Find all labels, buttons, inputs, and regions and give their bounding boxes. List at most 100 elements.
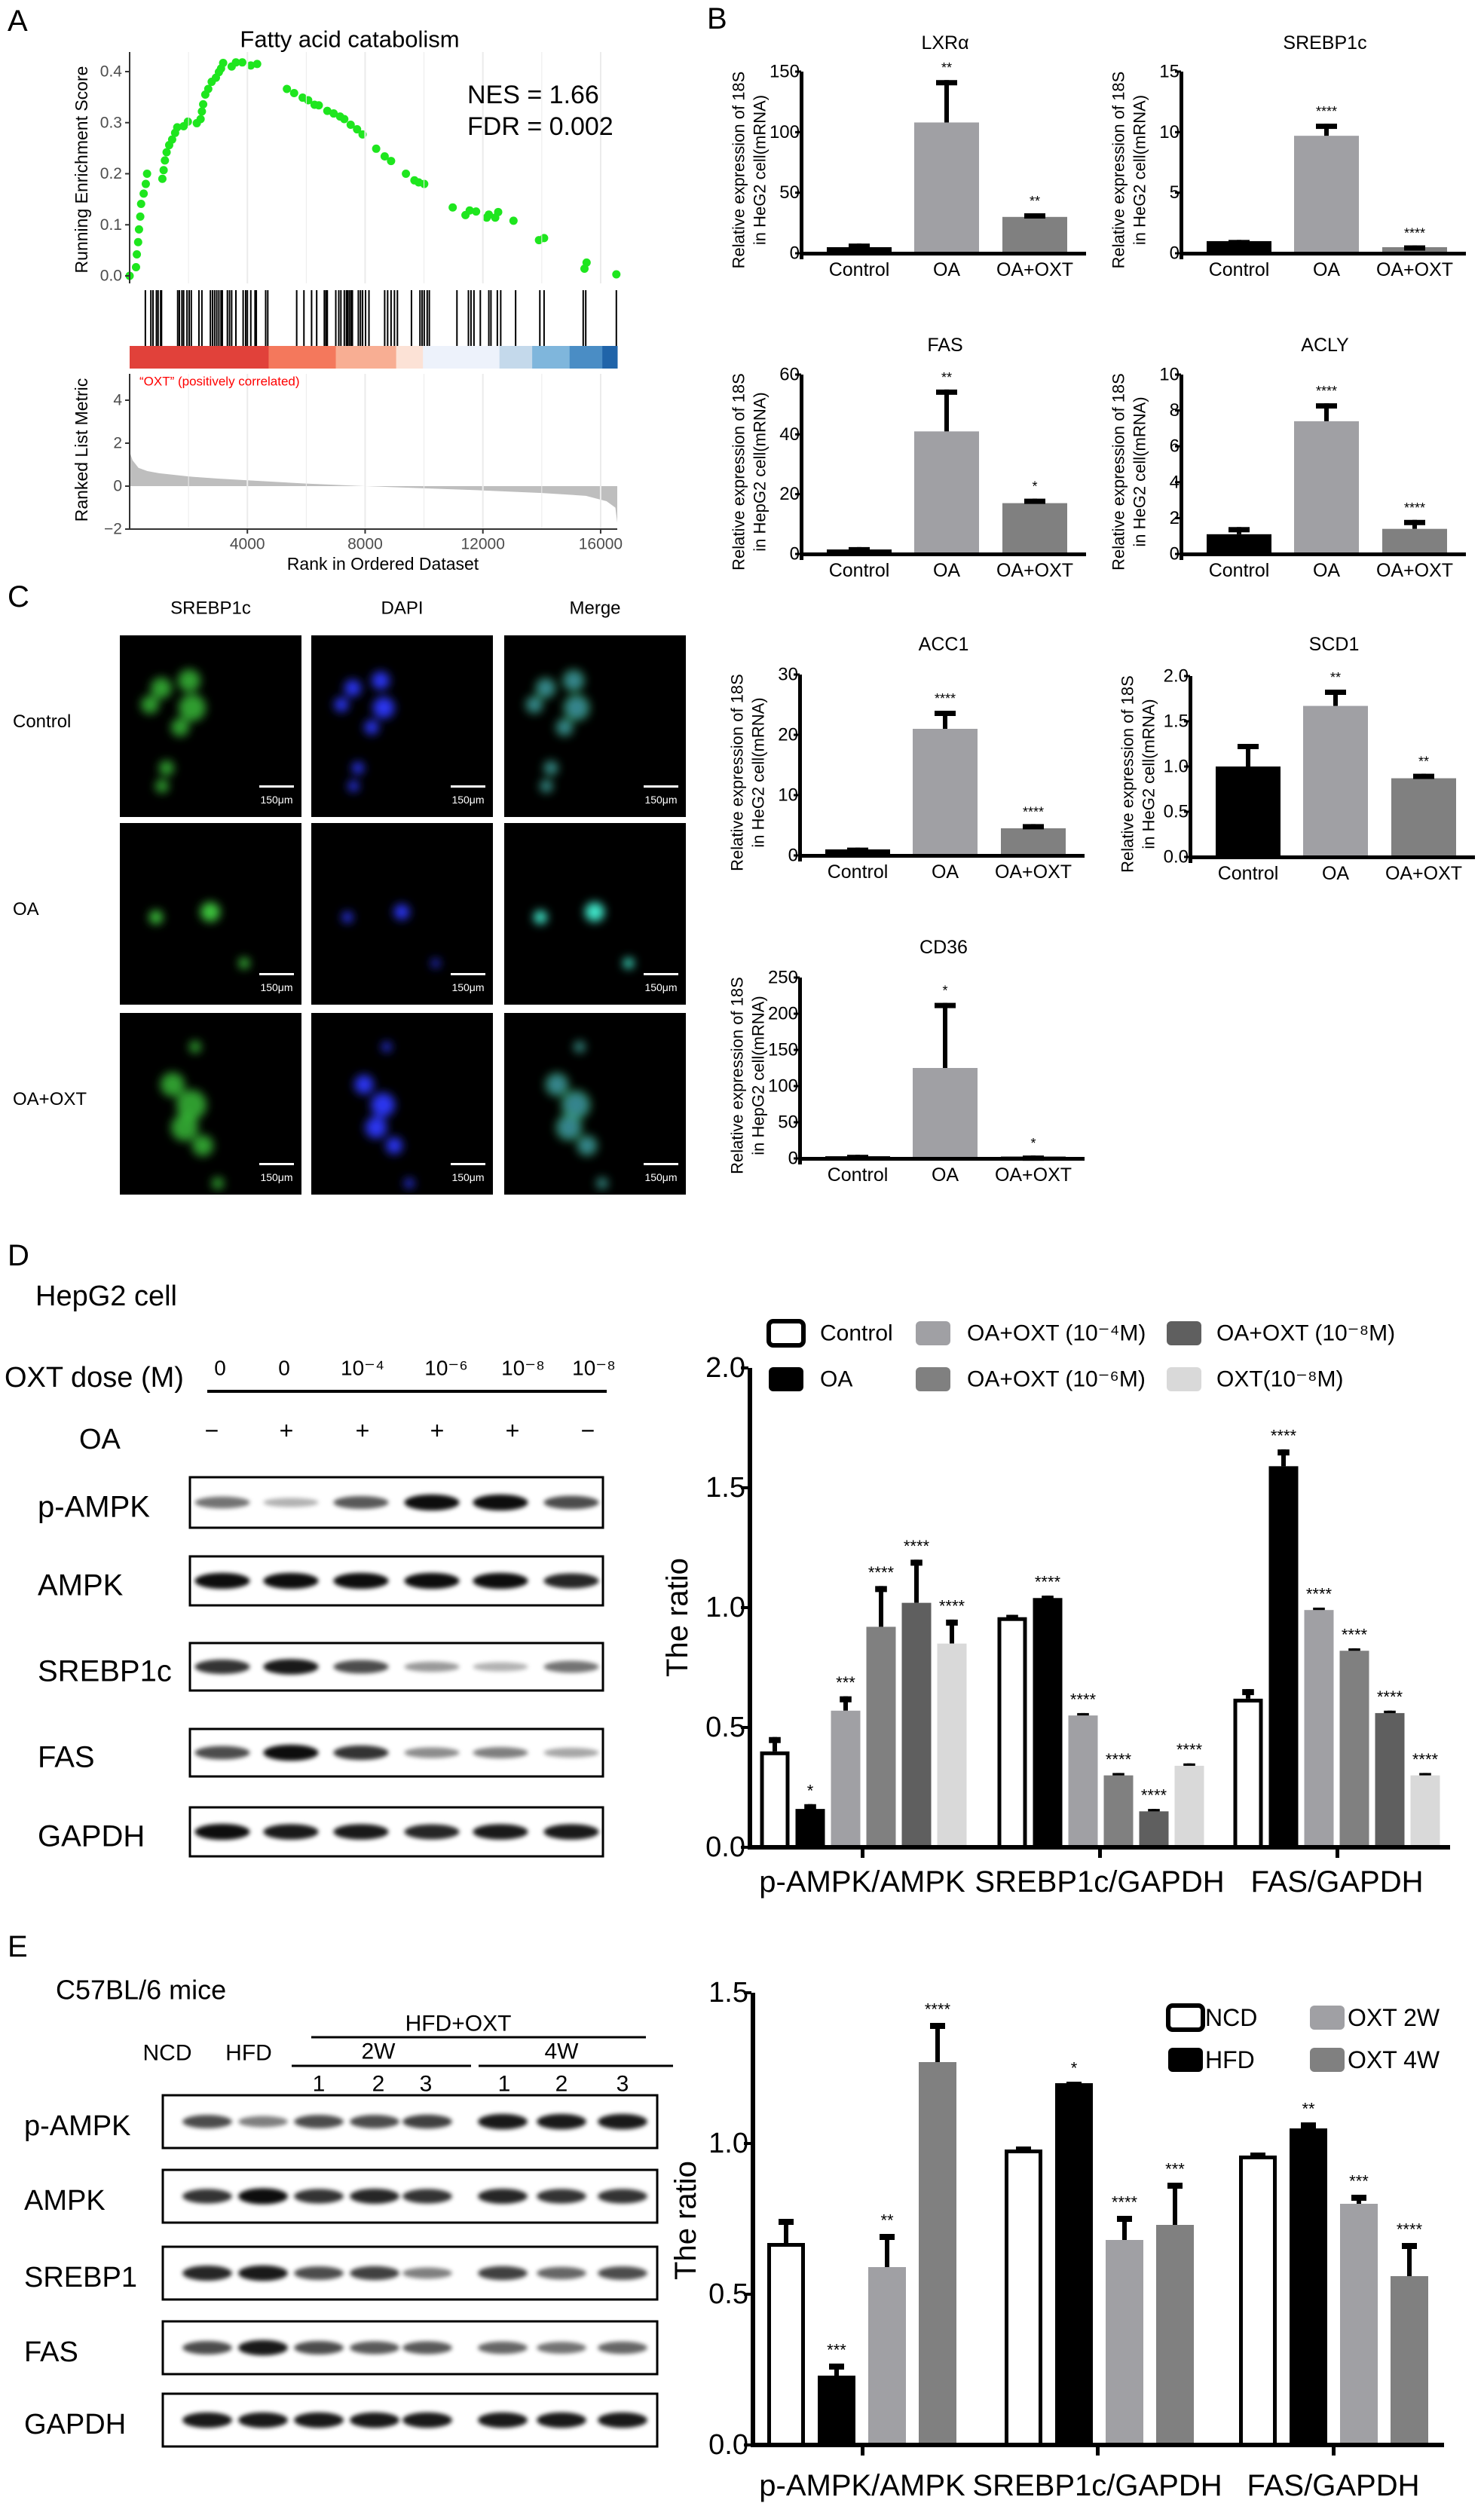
- legend-label: NCD: [1205, 2004, 1257, 2031]
- y-axis-label: in HeG2 cell(mRNA): [749, 697, 768, 847]
- y-tick: [795, 433, 801, 436]
- bar: [1216, 767, 1281, 857]
- band: [194, 1572, 250, 1590]
- significance-label: ****: [1112, 2193, 1138, 2212]
- error-cap: [1023, 824, 1044, 830]
- band: [478, 2266, 528, 2281]
- bar-chart-1: Control **** OA **** OA+OXT 0 5 10 15 SREBP1c Rela…: [1109, 32, 1466, 280]
- y-tick: [1175, 252, 1181, 255]
- chart-title: SCD1: [1309, 634, 1360, 655]
- y-tick-label: 20: [779, 484, 800, 504]
- scale-bar-label: 150μm: [260, 794, 292, 806]
- band: [182, 2266, 232, 2281]
- enrichment-point: [246, 61, 255, 70]
- blot-gapdh: [161, 2392, 659, 2448]
- enrichment-point: [134, 225, 143, 234]
- band: [478, 2113, 528, 2130]
- cell-line-title: HepG2 cell: [35, 1281, 177, 1312]
- enrichment-point: [380, 151, 389, 161]
- enrichment-point: [183, 117, 192, 126]
- error-cap: [875, 1586, 887, 1593]
- bar: [831, 1710, 861, 1847]
- scale-bar: [259, 1163, 294, 1165]
- y-tick-label: −2: [104, 521, 122, 538]
- rank-color-segment: [335, 346, 397, 369]
- y-axis-label: Relative expression of 18S: [730, 72, 748, 269]
- band: [473, 1824, 528, 1840]
- y-tick: [1175, 481, 1181, 484]
- band: [598, 2266, 647, 2280]
- y-tick: [1175, 130, 1181, 133]
- category-label: OA+OXT: [1385, 863, 1462, 884]
- enrichment-point: [237, 58, 246, 67]
- error-cap: [1404, 519, 1425, 525]
- enrichment-point: [219, 58, 228, 67]
- y-axis-label: in HeG2 cell(mRNA): [751, 95, 770, 245]
- oa-label: OA: [79, 1424, 121, 1455]
- error-cap: [1167, 2183, 1183, 2189]
- category-label: p-AMPK/AMPK: [759, 1865, 965, 1899]
- error-cap: [1351, 2195, 1366, 2201]
- dose-value: 10⁻⁶: [424, 1357, 467, 1380]
- band: [350, 2412, 399, 2428]
- error-cap: [1024, 213, 1045, 219]
- scale-bar: [451, 973, 485, 975]
- enrichment-point: [141, 179, 150, 188]
- band: [404, 1572, 460, 1590]
- error-bar: [1246, 744, 1250, 767]
- y-tick: [1175, 373, 1181, 376]
- scale-bar-label: 150μm: [451, 981, 484, 993]
- x-tick: [861, 1847, 864, 1858]
- bar: [795, 1809, 825, 1847]
- enrichment-point: [142, 170, 151, 178]
- chart-title: Fatty acid catabolism: [240, 26, 459, 53]
- error-cap: [1117, 2216, 1132, 2222]
- band: [478, 2189, 528, 2204]
- enrichment-point: [252, 60, 262, 69]
- significance-label: ****: [1377, 1688, 1403, 1706]
- band: [537, 2412, 586, 2428]
- legend-swatch: [1310, 2006, 1345, 2030]
- y-tick: [741, 1606, 748, 1609]
- micrograph: 150μm: [120, 635, 301, 817]
- y-axis-label: Relative expression of 18S: [730, 373, 748, 571]
- scale-bar: [451, 1163, 485, 1165]
- cell-signal: [545, 1041, 608, 1189]
- blot-frame: [188, 1806, 604, 1858]
- oa-sign: −: [581, 1417, 595, 1444]
- y-tick-label: 150: [768, 1040, 798, 1060]
- blot-frame: [188, 1727, 604, 1778]
- bar: [1055, 2083, 1093, 2445]
- band: [537, 2342, 586, 2354]
- y-tick-label: 10: [1159, 365, 1180, 385]
- legend-label: OA+OXT (10⁻⁴M): [967, 1321, 1146, 1346]
- y-tick: [794, 1157, 800, 1160]
- error-bar: [944, 389, 949, 432]
- y-axis: [800, 375, 803, 560]
- band: [537, 2189, 586, 2204]
- y-tick: [1184, 720, 1190, 723]
- error-cap: [946, 1619, 958, 1626]
- significance-label: ****: [1271, 1427, 1297, 1446]
- x-axis: [798, 854, 1085, 858]
- bar: [1290, 2128, 1327, 2445]
- bar: [1002, 503, 1067, 554]
- enrichment-point: [197, 107, 207, 116]
- blot-ampk: [188, 1555, 604, 1607]
- band: [294, 2341, 344, 2355]
- bar: [1156, 2225, 1194, 2445]
- bar: [901, 1602, 932, 1847]
- error-cap: [804, 1804, 816, 1810]
- band: [598, 2341, 647, 2355]
- dose-value: 10⁻⁴: [341, 1357, 384, 1380]
- y-tick: [794, 1085, 800, 1088]
- image-background: [504, 635, 686, 817]
- band: [294, 2266, 344, 2280]
- bar: [1391, 778, 1456, 857]
- y-tick-label: 4: [113, 392, 122, 409]
- y-tick-label: 0: [1170, 243, 1180, 264]
- band: [543, 1495, 599, 1510]
- rank-color-segment: [396, 346, 424, 369]
- significance-label: ****: [1023, 804, 1044, 819]
- y-tick-label: 200: [768, 1004, 798, 1024]
